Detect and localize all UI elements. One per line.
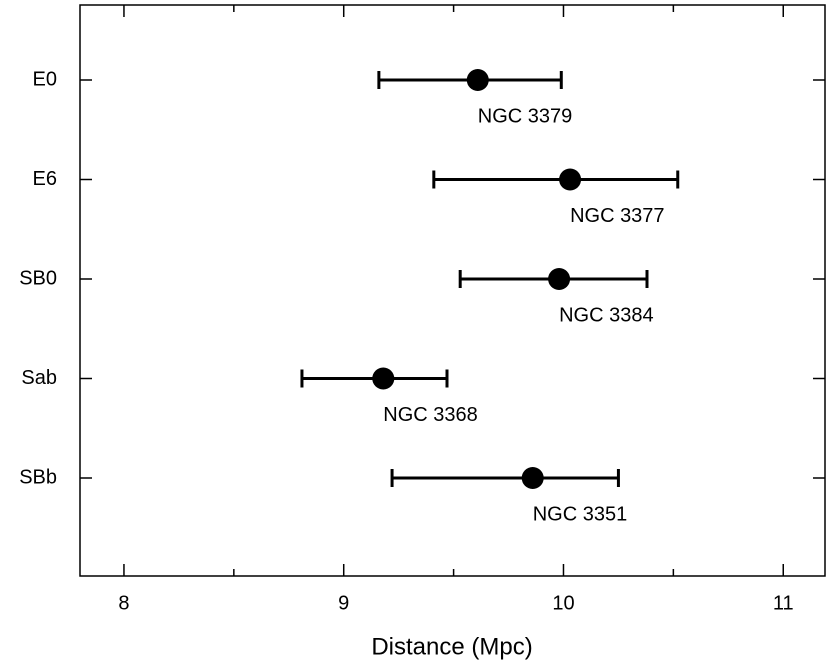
point: [559, 168, 582, 191]
point: [466, 69, 489, 91]
y-tick-label: SB0: [19, 267, 57, 289]
point-label: NGC 3377: [570, 205, 665, 227]
point: [521, 467, 544, 489]
point: [548, 268, 571, 290]
x-tick-label: 9: [338, 592, 349, 614]
point: [372, 367, 395, 390]
y-tick-label: Sab: [21, 367, 57, 389]
plot-frame: [79, 4, 826, 577]
x-tick-label: 11: [773, 592, 794, 614]
point-label: NGC 3384: [559, 304, 654, 326]
x-tick-label: 10: [552, 592, 574, 614]
point-label: NGC 3368: [383, 404, 478, 426]
point-label: NGC 3351: [533, 503, 628, 525]
x-tick-label: 8: [118, 592, 129, 614]
y-tick-label: SBb: [19, 466, 57, 488]
y-tick-label: E0: [33, 68, 57, 90]
x-axis-title: Distance (Mpc): [371, 633, 532, 660]
y-tick-label: E6: [33, 168, 57, 190]
point-label: NGC 3379: [478, 105, 572, 127]
